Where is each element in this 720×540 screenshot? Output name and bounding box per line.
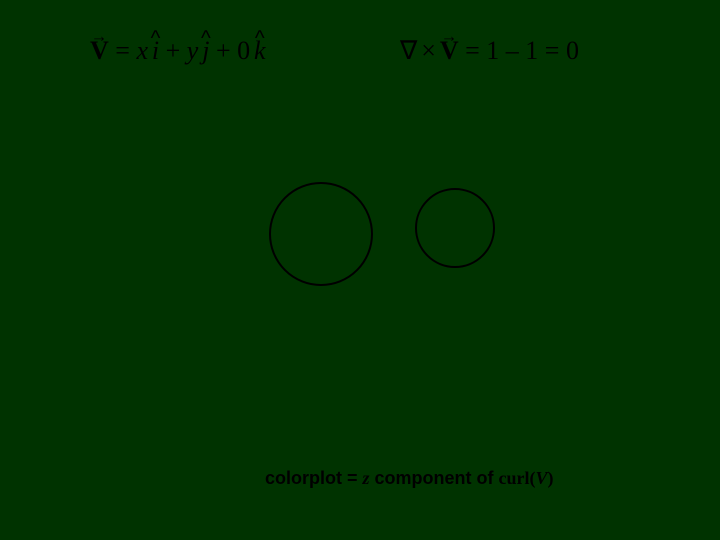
var-x: x xyxy=(136,36,148,65)
caption-part-2: component of xyxy=(370,468,499,488)
diagram-circle-large xyxy=(269,182,373,286)
unit-i: i xyxy=(152,36,159,66)
caption-Vvar: V xyxy=(536,468,548,488)
caption-curl: curl xyxy=(499,468,530,488)
nabla-symbol: ∇ xyxy=(400,36,417,65)
vector-V-symbol-2: V xyxy=(440,36,459,66)
caption-part-1: colorplot = xyxy=(265,468,363,488)
plus-2: + xyxy=(209,36,237,65)
vector-V-symbol: V xyxy=(90,36,109,66)
eq-text: = xyxy=(109,36,137,65)
unit-j: j xyxy=(202,36,209,66)
times-symbol: × xyxy=(421,36,436,65)
caption-z: z xyxy=(363,468,370,488)
equation-curl-result: ∇×V = 1 – 1 = 0 xyxy=(400,36,579,66)
unit-k: k xyxy=(254,36,266,66)
curl-rhs: = 1 – 1 = 0 xyxy=(459,36,579,65)
caption-text: colorplot = z component of curl(V) xyxy=(265,468,554,489)
plus-1: + xyxy=(159,36,187,65)
slide-canvas: V = xi + yj + 0k ∇×V = 1 – 1 = 0 colorpl… xyxy=(0,0,720,540)
coef-0: 0 xyxy=(237,36,250,65)
var-y: y xyxy=(187,36,199,65)
equation-vector-definition: V = xi + yj + 0k xyxy=(90,36,266,66)
caption-part-4: ) xyxy=(548,468,554,488)
diagram-circle-small xyxy=(415,188,495,268)
